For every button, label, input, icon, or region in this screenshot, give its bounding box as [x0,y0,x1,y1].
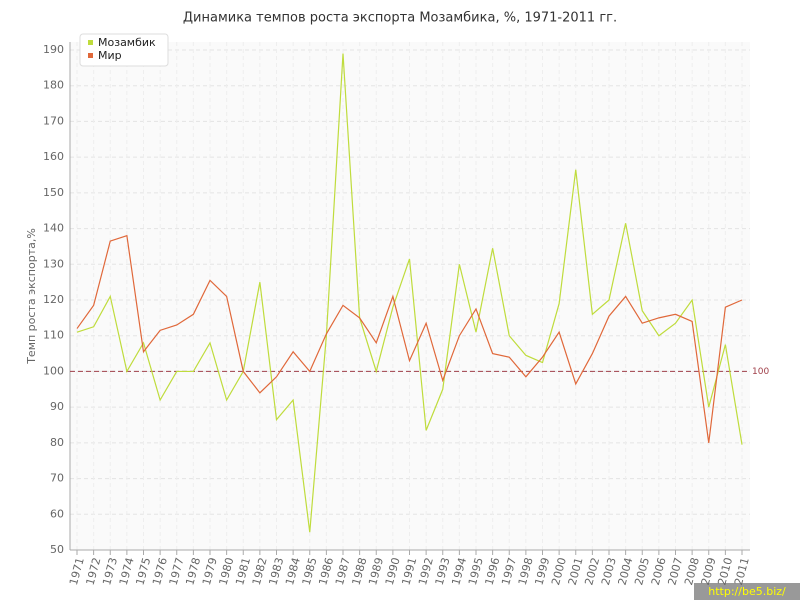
y-tick-label: 140 [43,222,64,235]
series-line [76,234,743,443]
legend-label: Мозамбик [98,36,156,49]
reference-label: 100 [752,367,769,377]
y-tick-label: 180 [43,79,64,92]
y-tick-label: 90 [50,400,64,413]
y-tick-label: 110 [43,329,64,342]
y-tick-label: 60 [50,507,64,520]
y-tick-label: 190 [43,43,64,56]
legend-label: Мир [98,49,122,62]
y-tick-label: 50 [50,543,64,556]
y-tick-label: 100 [43,364,64,377]
y-tick-label: 170 [43,114,64,127]
y-tick-label: 120 [43,293,64,306]
x-tick-label: 2011 [732,556,752,586]
legend-swatch [88,53,93,58]
watermark-bg [694,583,800,600]
chart-title: Динамика темпов роста экспорта Мозамбика… [183,11,617,26]
y-tick-label: 130 [43,257,64,270]
y-axis-label: Темп роста экспорта,% [25,228,38,365]
legend-swatch [88,40,93,45]
watermark: http://be5.biz/ [708,585,786,598]
y-tick-label: 150 [43,186,64,199]
y-tick-label: 70 [50,472,64,485]
legend-box [79,33,169,67]
y-tick-label: 160 [43,150,64,163]
series-line [76,53,743,533]
y-tick-label: 80 [50,436,64,449]
